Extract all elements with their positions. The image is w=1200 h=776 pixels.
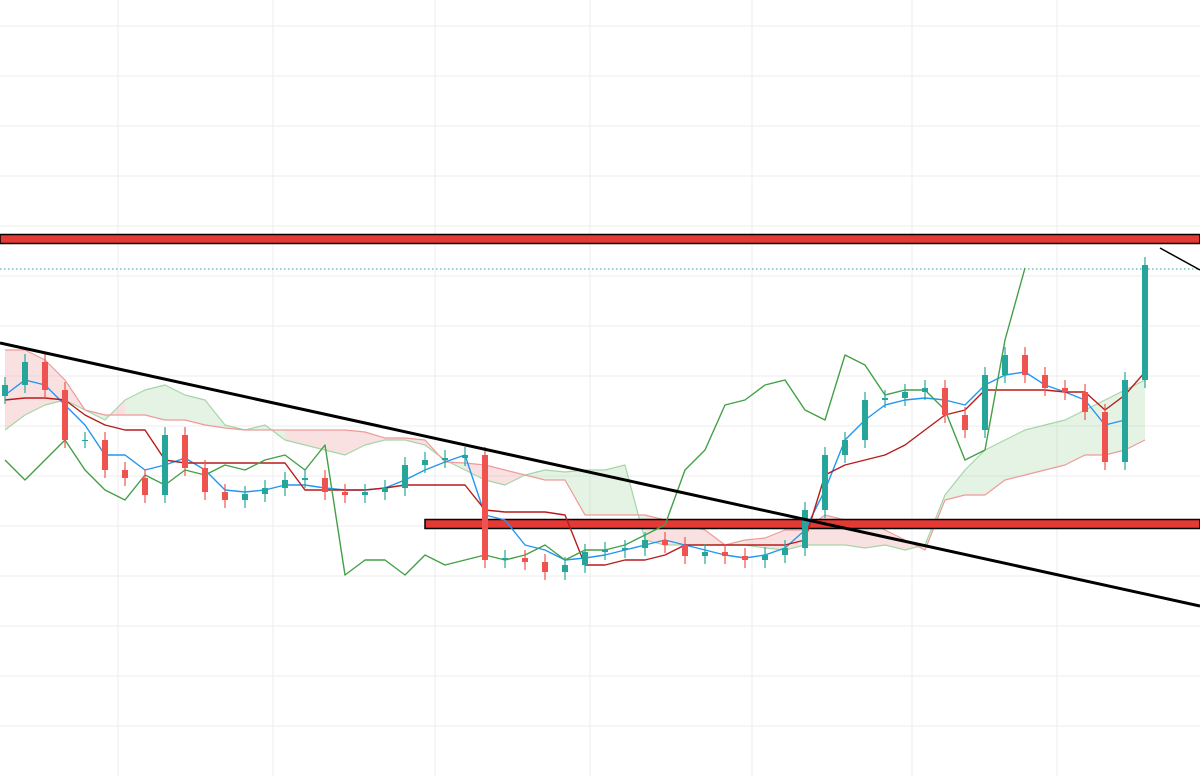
cloud-segment <box>1065 410 1085 465</box>
cloud-span-b <box>5 349 1146 551</box>
candle-body <box>1022 355 1028 375</box>
candle-body <box>582 552 588 565</box>
candle-body <box>1082 392 1088 412</box>
candle-body <box>142 478 148 495</box>
candle-body <box>162 435 168 495</box>
indicator-line <box>4 371 1146 566</box>
candle-body <box>902 392 908 398</box>
candle-body <box>262 488 268 494</box>
candle-body <box>122 470 128 478</box>
cloud-segment <box>605 465 625 515</box>
cloud-segment <box>685 525 705 545</box>
candle-body <box>622 548 628 550</box>
cloud-segment <box>145 385 165 420</box>
candle-body <box>602 550 608 552</box>
cloud-segment <box>545 470 565 480</box>
cloud-segment <box>45 360 65 405</box>
candle-body <box>302 478 308 480</box>
cloud-segment <box>305 430 325 450</box>
candle-body <box>182 435 188 468</box>
candle-body <box>862 400 868 440</box>
candle-body <box>802 510 808 548</box>
cloud-segment <box>125 390 145 415</box>
candle-body <box>542 562 548 572</box>
trend-line <box>0 341 1200 608</box>
candle-body <box>1002 355 1008 375</box>
cloud-segment <box>565 470 585 515</box>
cloud-segment <box>525 470 545 480</box>
level-band <box>0 233 1200 245</box>
candle-body <box>282 480 288 488</box>
candle-body <box>742 556 748 560</box>
cloud-segment <box>1025 425 1045 475</box>
candle-body <box>1122 380 1128 462</box>
candle-body <box>962 415 968 430</box>
cloud-segment <box>1085 400 1105 455</box>
candle-body <box>362 492 368 495</box>
candle-body <box>762 555 768 560</box>
candle-body <box>1042 375 1048 388</box>
candle-body <box>102 440 108 470</box>
candle-body <box>202 468 208 492</box>
indicator-line <box>4 267 1026 576</box>
candle-body <box>1102 412 1108 462</box>
trend-line <box>1159 247 1200 271</box>
candle-body <box>642 540 648 548</box>
candle-body <box>722 552 728 556</box>
candle-body <box>522 558 528 562</box>
candle-body <box>342 492 348 495</box>
candle-body <box>562 565 568 572</box>
candle-body <box>922 388 928 392</box>
cloud-segment <box>185 395 205 425</box>
candle-body <box>682 545 688 556</box>
candle-body <box>1062 388 1068 392</box>
candle-body <box>782 548 788 555</box>
cloud-segment <box>1125 380 1145 450</box>
cloud-span-a <box>4 379 1146 551</box>
candle-body <box>222 492 228 500</box>
candle-body <box>942 388 948 415</box>
candle-body <box>702 552 708 556</box>
cloud-segment <box>325 430 345 455</box>
candle-body <box>842 440 848 455</box>
cloud-segment <box>765 530 785 550</box>
candle-body <box>382 488 388 492</box>
candle-body <box>442 458 448 460</box>
cloud-segment <box>5 350 25 430</box>
cloud-segment <box>945 470 965 500</box>
cloud-segment <box>1045 420 1065 470</box>
cloud-segment <box>165 385 185 420</box>
level-band <box>424 518 1200 530</box>
cloud-segment <box>965 450 985 495</box>
candle-body <box>322 478 328 492</box>
cloud-segment <box>345 430 365 455</box>
cloud-segment <box>1005 430 1025 480</box>
candle-body <box>22 362 28 385</box>
candle-body <box>502 558 508 560</box>
candle-body <box>462 455 468 458</box>
candle-body <box>882 398 888 400</box>
candle-body <box>422 460 428 465</box>
candle-body <box>42 362 48 390</box>
candle-body <box>82 440 88 441</box>
candle-body <box>2 385 8 396</box>
cloud-segment <box>985 440 1005 495</box>
candle-body <box>982 375 988 430</box>
candle-body <box>402 465 408 488</box>
cloud-segment <box>585 470 605 515</box>
candle-body <box>242 494 248 500</box>
candle-body <box>662 540 668 545</box>
candle-body <box>62 390 68 440</box>
candle-body <box>482 455 488 560</box>
cloud-segment <box>485 465 505 485</box>
cloud-segment <box>365 432 385 445</box>
candle-body <box>822 455 828 510</box>
candle-body <box>1142 265 1148 380</box>
cloud-segment <box>465 463 485 480</box>
